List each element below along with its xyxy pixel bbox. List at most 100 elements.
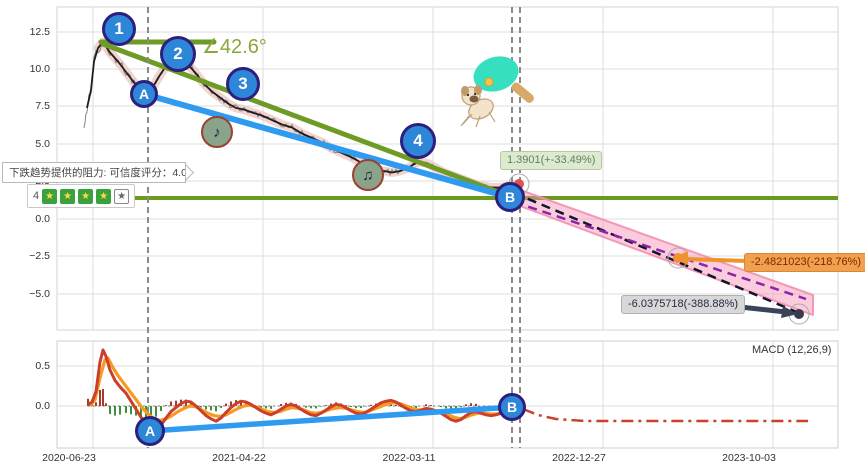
- macd-histogram-bar: [130, 406, 132, 415]
- marker-b-main[interactable]: B: [495, 182, 525, 212]
- medal-icon-empty: ★: [114, 188, 130, 204]
- macd-histogram-bar: [445, 406, 447, 409]
- macd-histogram-bar: [150, 406, 152, 418]
- macd-histogram-bar: [350, 406, 352, 408]
- macd-histogram-bar: [325, 405, 327, 406]
- blue-trend-line[interactable]: [141, 91, 515, 201]
- macd-histogram-bar: [440, 406, 442, 408]
- macd-panel-border: [56, 340, 839, 449]
- macd-histogram-bar: [205, 406, 207, 410]
- dark-arrow-shaft: [739, 304, 787, 315]
- y-axis-tick: −5.0: [29, 288, 50, 300]
- macd-histogram-bar: [160, 406, 162, 412]
- music-note-icon-2[interactable]: ♫: [352, 159, 384, 191]
- y-axis-tick: 5.0: [35, 138, 50, 150]
- macd-histogram-bar: [465, 404, 467, 406]
- macd-histogram-bar: [280, 404, 282, 406]
- macd-histogram-bar: [315, 406, 317, 409]
- macd-blue-trend-line[interactable]: [147, 404, 515, 434]
- macd-histogram-bar: [119, 406, 121, 415]
- macd-histogram-bar: [215, 406, 217, 412]
- marker-3[interactable]: 3: [226, 67, 260, 101]
- y-axis-tick: 7.5: [35, 100, 50, 112]
- macd-histogram-bar: [430, 405, 432, 406]
- y-axis-tick: −2.5: [29, 250, 50, 262]
- macd-histogram-bar: [345, 405, 347, 406]
- forecast-black-dashed-line: [513, 191, 800, 315]
- macd-y-axis-tick: 0.5: [35, 360, 50, 372]
- macd-histogram-bar: [140, 406, 142, 417]
- x-axis-tick: 2022-12-27: [552, 452, 606, 464]
- macd-histogram-bar: [310, 406, 312, 409]
- macd-histogram-bar: [270, 406, 272, 409]
- medal-icon: ★: [60, 188, 76, 204]
- confidence-rating-badge: 4 ★ ★ ★ ★ ★: [27, 184, 136, 208]
- macd-histogram-bar: [360, 406, 362, 408]
- macd-histogram-bar: [170, 401, 172, 406]
- macd-histogram-bar: [395, 404, 397, 406]
- forecast-mid-value-label[interactable]: -2.4821023(-218.76%): [744, 253, 865, 272]
- forecast-low-value-label[interactable]: -6.0375718(-388.88%): [621, 295, 746, 314]
- trend-tooltip: 下跌趋势提供的阻力: 可信度评分：4.0: [2, 162, 186, 183]
- macd-histogram-bar: [105, 403, 107, 406]
- marker-2[interactable]: 2: [160, 36, 196, 72]
- macd-histogram-bar: [330, 403, 332, 406]
- dark-arrow-head-icon: [781, 306, 798, 318]
- macd-histogram-bar: [265, 406, 267, 409]
- macd-histogram-bar: [260, 406, 262, 408]
- marker-4[interactable]: 4: [400, 123, 436, 159]
- resistance-value-label[interactable]: 1.3901(+-33.49%): [500, 151, 603, 170]
- macd-histogram-bar: [200, 406, 202, 408]
- trend-angle-label: ∠42.6°: [202, 36, 267, 58]
- macd-histogram-bar: [220, 406, 222, 408]
- x-axis-tick: 2023-10-03: [722, 452, 776, 464]
- macd-histogram-bar: [320, 406, 322, 407]
- macd-histogram-bar: [109, 406, 111, 414]
- y-axis-tick: 10.0: [29, 63, 50, 75]
- macd-histogram-bar: [355, 406, 357, 409]
- macd-histogram-bar: [365, 406, 367, 407]
- ping-pong-paddle-icon: [473, 56, 534, 103]
- macd-histogram-bar: [285, 402, 287, 406]
- macd-histogram-bar: [155, 406, 157, 417]
- macd-histogram-bar: [95, 402, 97, 406]
- emoji-sticker-group: [450, 48, 545, 148]
- confidence-score: 4: [33, 190, 40, 202]
- dog-icon: [460, 84, 496, 128]
- macd-histogram-bar: [305, 406, 307, 408]
- macd-histogram-bar: [125, 406, 127, 413]
- marker-a-macd[interactable]: A: [135, 416, 165, 446]
- x-axis-tick: 2020-06-23: [42, 452, 96, 464]
- marker-a-main[interactable]: A: [130, 80, 158, 108]
- medal-icons: ★ ★ ★ ★ ★: [42, 188, 130, 204]
- y-axis-tick: 12.5: [29, 26, 50, 38]
- macd-histogram-bar: [475, 403, 477, 406]
- macd-histogram-bar: [455, 406, 457, 410]
- medal-icon: ★: [78, 188, 94, 204]
- macd-histogram-bar: [470, 403, 472, 406]
- marker-1[interactable]: 1: [102, 12, 136, 46]
- macd-legend: MACD (12,26,9): [752, 344, 832, 356]
- macd-histogram-bar: [210, 406, 212, 411]
- forecast-low-dot[interactable]: [794, 309, 804, 319]
- macd-histogram-bar: [99, 390, 101, 406]
- x-axis-tick: 2022-03-11: [382, 452, 436, 464]
- macd-histogram-bar: [370, 404, 372, 406]
- macd-histogram-bar: [230, 401, 232, 406]
- macd-histogram-bar: [225, 403, 227, 406]
- music-note-icon-1[interactable]: ♪: [201, 116, 233, 148]
- macd-histogram-bar: [415, 406, 417, 409]
- forecast-purple-dashed-line: [513, 200, 807, 301]
- macd-histogram-bar: [425, 404, 427, 406]
- y-axis-tick: 0.0: [35, 213, 50, 225]
- macd-histogram-bar: [114, 406, 116, 416]
- medal-icon: ★: [96, 188, 112, 204]
- medal-icon: ★: [42, 188, 58, 204]
- x-axis-tick: 2021-04-22: [212, 452, 266, 464]
- macd-histogram-bar: [175, 400, 177, 406]
- marker-b-macd[interactable]: B: [498, 393, 526, 421]
- orange-arrow-shaft: [685, 257, 748, 263]
- macd-histogram-bar: [240, 400, 242, 406]
- orange-arrow-head-icon: [672, 251, 688, 265]
